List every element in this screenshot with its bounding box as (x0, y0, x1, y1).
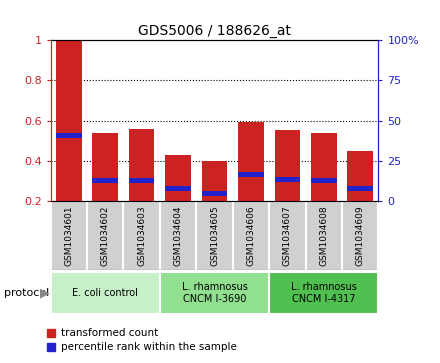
Text: GSM1034602: GSM1034602 (101, 206, 110, 266)
Text: L. rhamnosus
CNCM I-3690: L. rhamnosus CNCM I-3690 (182, 282, 247, 304)
Text: GSM1034603: GSM1034603 (137, 205, 146, 266)
Bar (202, 191, 227, 196)
Bar (348, 151, 373, 201)
Text: GSM1034609: GSM1034609 (356, 205, 365, 266)
Text: ▶: ▶ (40, 287, 49, 299)
Bar (56, 133, 81, 138)
Title: GDS5006 / 188626_at: GDS5006 / 188626_at (138, 24, 291, 37)
Bar (56, 40, 81, 201)
Legend: transformed count, percentile rank within the sample: transformed count, percentile rank withi… (47, 328, 236, 352)
Text: GSM1034605: GSM1034605 (210, 205, 219, 266)
Text: GSM1034608: GSM1034608 (319, 205, 328, 266)
Bar (165, 155, 191, 201)
Bar (238, 172, 264, 177)
Bar (165, 186, 191, 191)
Bar (92, 178, 118, 183)
Bar (92, 133, 118, 201)
Text: GSM1034607: GSM1034607 (283, 205, 292, 266)
Bar (129, 129, 154, 201)
Bar (238, 122, 264, 201)
Bar (269, 272, 378, 314)
Bar (51, 272, 160, 314)
Text: GSM1034601: GSM1034601 (64, 205, 73, 266)
Text: protocol: protocol (4, 288, 50, 298)
Bar (160, 272, 269, 314)
Text: L. rhamnosus
CNCM I-4317: L. rhamnosus CNCM I-4317 (291, 282, 357, 304)
Bar (348, 186, 373, 191)
Bar (202, 161, 227, 201)
Bar (275, 130, 300, 201)
Bar (311, 133, 337, 201)
Bar (311, 178, 337, 183)
Text: E. coli control: E. coli control (72, 288, 138, 298)
Bar (129, 178, 154, 183)
Bar (275, 177, 300, 182)
Text: GSM1034604: GSM1034604 (173, 206, 183, 266)
Text: GSM1034606: GSM1034606 (246, 205, 256, 266)
